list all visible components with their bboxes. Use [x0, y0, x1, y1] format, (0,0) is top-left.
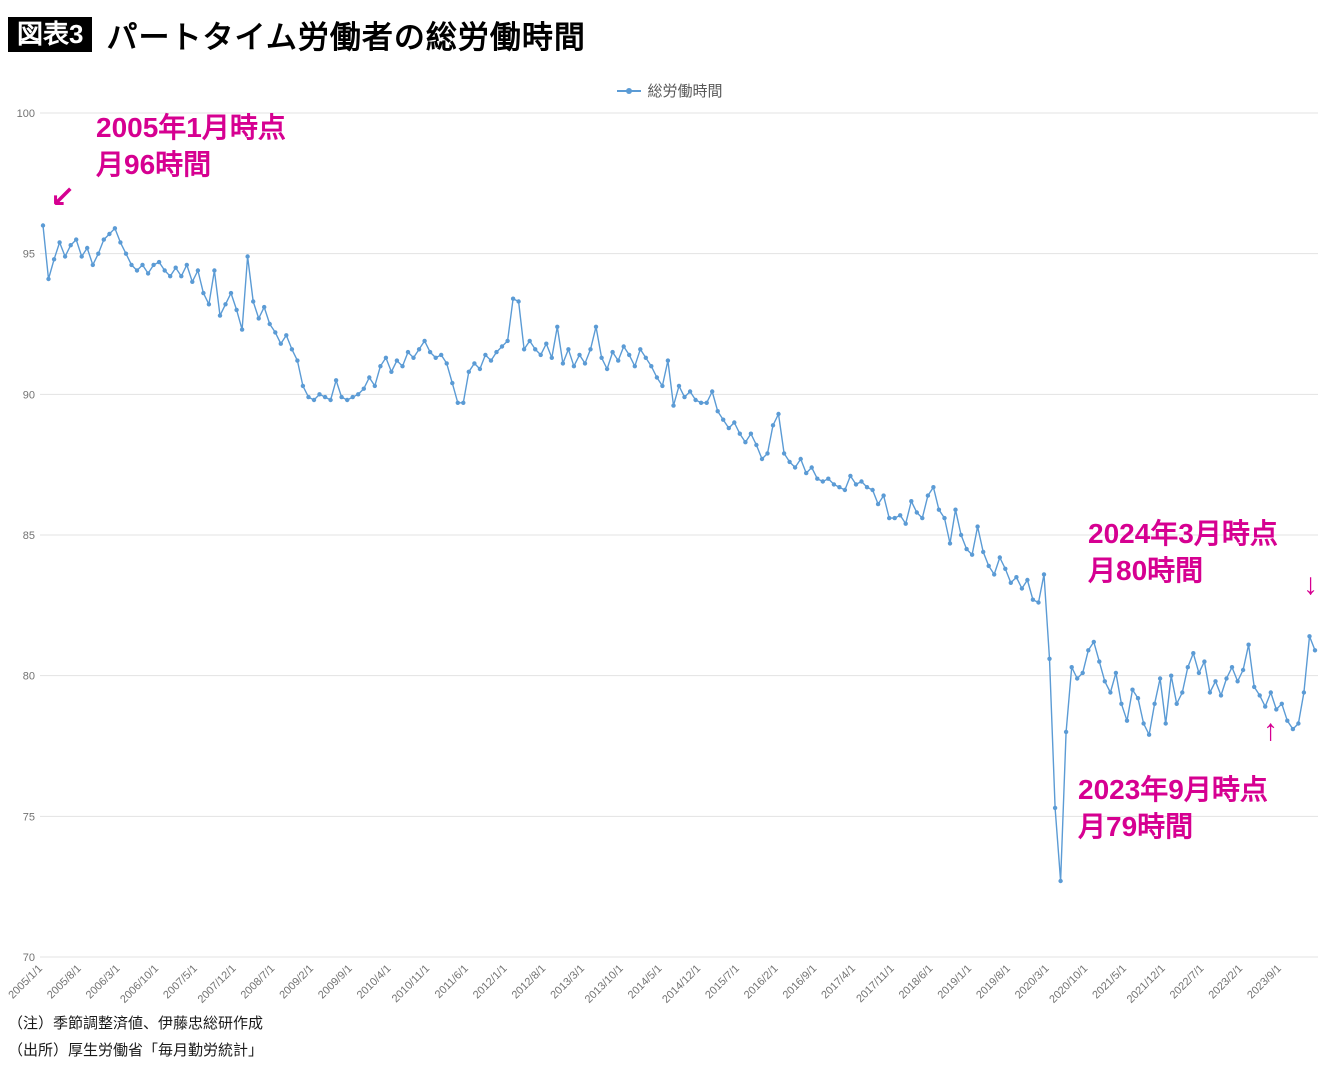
annotation-2005-line1: 2005年1月時点	[96, 112, 286, 143]
svg-text:2007/5/1: 2007/5/1	[161, 963, 200, 1002]
svg-text:2017/4/1: 2017/4/1	[819, 963, 858, 1002]
svg-text:2018/6/1: 2018/6/1	[897, 963, 936, 1002]
svg-text:2016/2/1: 2016/2/1	[742, 963, 781, 1002]
svg-text:2013/3/1: 2013/3/1	[548, 963, 587, 1002]
source-notes: （注）季節調整済値、伊藤忠総研作成 （出所）厚生労働省「毎月勤労統計」	[8, 1010, 263, 1064]
svg-text:2009/9/1: 2009/9/1	[316, 963, 355, 1002]
svg-text:2013/10/1: 2013/10/1	[583, 963, 626, 1005]
svg-text:2012/8/1: 2012/8/1	[510, 963, 549, 1002]
legend-label: 総労働時間	[647, 83, 723, 100]
annotation-2005-line2: 月96時間	[96, 148, 212, 180]
arrow-up-icon: ↑	[1263, 714, 1278, 747]
annotation-2024-line2: 月80時間	[1088, 554, 1204, 586]
svg-text:2021/5/1: 2021/5/1	[1090, 963, 1129, 1002]
svg-text:2010/4/1: 2010/4/1	[355, 963, 394, 1002]
page-title: パートタイム労働者の総労働時間	[106, 20, 586, 55]
svg-text:100: 100	[17, 108, 35, 120]
svg-text:2023/2/1: 2023/2/1	[1206, 963, 1245, 1002]
chart-header: 図表3 パートタイム労働者の総労働時間	[8, 12, 586, 57]
source-line: （出所）厚生労働省「毎月勤労統計」	[8, 1042, 264, 1059]
legend-line-icon	[617, 85, 642, 97]
note-line: （注）季節調整済値、伊藤忠総研作成	[8, 1015, 264, 1032]
svg-text:80: 80	[23, 671, 35, 683]
svg-text:2008/7/1: 2008/7/1	[239, 963, 278, 1002]
svg-text:2007/12/1: 2007/12/1	[196, 963, 239, 1005]
svg-text:90: 90	[23, 389, 35, 401]
svg-text:2015/7/1: 2015/7/1	[703, 963, 742, 1002]
svg-text:2019/8/1: 2019/8/1	[974, 963, 1013, 1002]
svg-text:2020/10/1: 2020/10/1	[1047, 963, 1090, 1005]
annotation-2024-mar: 2024年3月時点 月80時間	[1088, 516, 1278, 590]
svg-text:2019/1/1: 2019/1/1	[935, 963, 974, 1002]
annotation-2005-jan: 2005年1月時点 月96時間	[96, 110, 286, 184]
svg-text:2011/6/1: 2011/6/1	[433, 963, 471, 1001]
svg-text:2017/11/1: 2017/11/1	[854, 963, 897, 1005]
svg-text:2023/9/1: 2023/9/1	[1245, 963, 1284, 1002]
annotation-2024-line1: 2024年3月時点	[1088, 518, 1278, 549]
svg-text:2005/8/1: 2005/8/1	[45, 963, 84, 1002]
arrow-down-icon: ↓	[1303, 568, 1318, 601]
svg-text:2020/3/1: 2020/3/1	[1013, 963, 1052, 1002]
svg-text:2022/7/1: 2022/7/1	[1168, 963, 1207, 1002]
svg-text:2014/12/1: 2014/12/1	[660, 963, 703, 1005]
svg-text:70: 70	[23, 952, 35, 964]
svg-text:2014/5/1: 2014/5/1	[626, 963, 665, 1002]
svg-text:2006/10/1: 2006/10/1	[118, 963, 161, 1005]
svg-text:2012/1/1: 2012/1/1	[471, 963, 510, 1002]
svg-text:2010/11/1: 2010/11/1	[390, 963, 433, 1005]
annotation-2023-line1: 2023年9月時点	[1078, 774, 1268, 805]
arrow-down-left-icon: ↙	[50, 181, 76, 214]
svg-text:2021/12/1: 2021/12/1	[1125, 963, 1168, 1005]
svg-text:85: 85	[23, 530, 35, 542]
figure-tag: 図表3	[8, 16, 93, 53]
annotation-2023-sep: 2023年9月時点 月79時間	[1078, 772, 1268, 846]
svg-text:95: 95	[23, 249, 35, 261]
annotation-2023-line2: 月79時間	[1078, 810, 1194, 842]
svg-text:2016/9/1: 2016/9/1	[781, 963, 820, 1002]
chart-legend: 総労働時間	[0, 80, 1340, 101]
svg-text:75: 75	[23, 811, 35, 823]
svg-text:2009/2/1: 2009/2/1	[277, 963, 316, 1002]
svg-text:2005/1/1: 2005/1/1	[6, 963, 45, 1002]
svg-text:2006/3/1: 2006/3/1	[84, 963, 123, 1002]
